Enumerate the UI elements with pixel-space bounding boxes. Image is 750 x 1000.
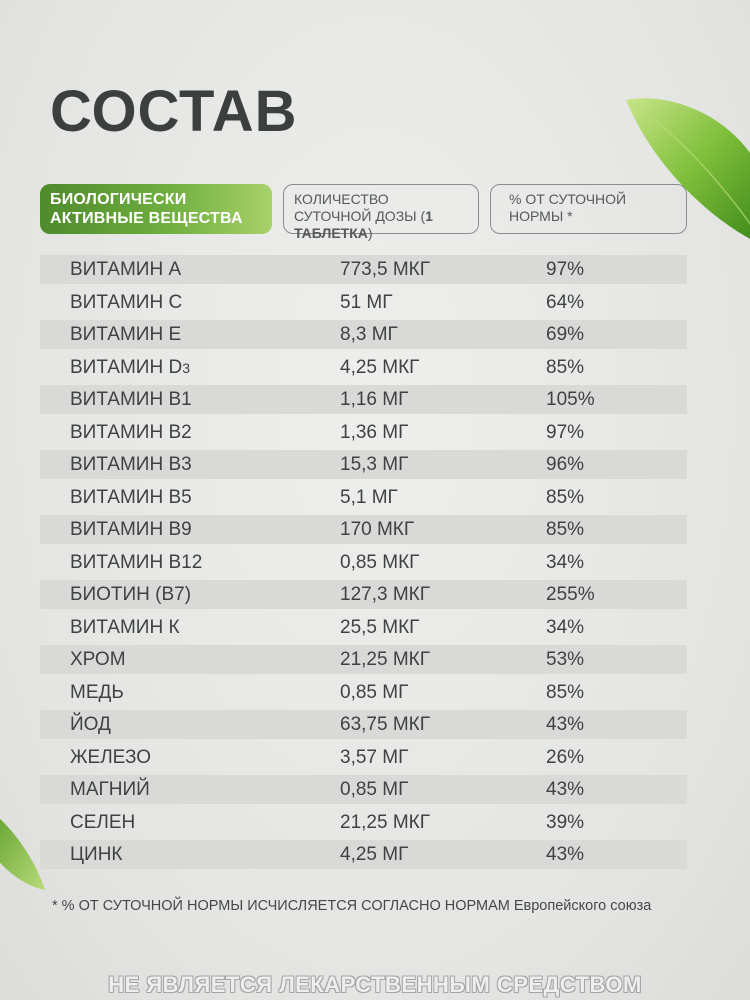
- table-row: ВИТАМИН В5 5,1 МГ 85%: [40, 482, 687, 515]
- substance-percent: 85%: [546, 356, 585, 378]
- substance-percent: 97%: [546, 421, 585, 443]
- substance-percent: 69%: [546, 324, 585, 345]
- substance-name: ЖЕЛЕЗО: [70, 746, 151, 768]
- table-row: СЕЛЕН 21,25 МКГ 39%: [40, 807, 687, 840]
- substance-percent: 96%: [546, 454, 585, 475]
- table-row: ВИТАМИН D3 4,25 МКГ 85%: [40, 352, 687, 385]
- substance-amount: 0,85 МКГ: [340, 551, 420, 573]
- footnote: * % ОТ СУТОЧНОЙ НОРМЫ ИСЧИСЛЯЕТСЯ СОГЛАС…: [52, 898, 652, 914]
- substance-name: ВИТАМИН В2: [70, 421, 192, 443]
- substance-percent: 43%: [546, 779, 585, 800]
- substance-amount: 4,25 МГ: [340, 844, 409, 865]
- substance-percent: 39%: [546, 811, 585, 833]
- composition-table: ВИТАМИН А 773,5 МКГ 97% ВИТАМИН С 51 МГ …: [40, 254, 687, 872]
- substance-name: ВИТАМИН В3: [70, 454, 192, 475]
- substance-percent: 34%: [546, 616, 585, 638]
- substance-amount: 15,3 МГ: [340, 454, 409, 475]
- substance-amount: 170 МКГ: [340, 519, 415, 540]
- substance-percent: 34%: [546, 551, 585, 573]
- substance-name: СЕЛЕН: [70, 811, 136, 833]
- table-row: ВИТАМИН В3 15,3 МГ 96%: [40, 449, 687, 482]
- substance-percent: 43%: [546, 714, 585, 735]
- substance-name-subscript: 3: [182, 359, 190, 376]
- substance-percent: 85%: [546, 486, 585, 508]
- substance-name: ЦИНК: [70, 844, 123, 865]
- table-row: ВИТАМИН В9 170 МКГ 85%: [40, 514, 687, 547]
- substance-amount: 1,16 МГ: [340, 389, 409, 410]
- substance-name: МЕДЬ: [70, 681, 124, 703]
- substance-name: ВИТАМИН В5: [70, 486, 192, 508]
- substance-percent: 105%: [546, 389, 595, 410]
- substance-name-main: ВИТАМИН D: [70, 356, 183, 378]
- header-percent: % ОТ СУТОЧНОЙ НОРМЫ *: [490, 184, 687, 234]
- substance-amount: 51 МГ: [340, 291, 393, 313]
- substance-amount: 0,85 МГ: [340, 779, 409, 800]
- substance-amount: 127,3 МКГ: [340, 584, 431, 605]
- substance-percent: 53%: [546, 649, 585, 670]
- page-title: СОСТАВ: [50, 79, 298, 144]
- table-row: ВИТАМИН Е 8,3 МГ 69%: [40, 319, 687, 352]
- substance-amount: 25,5 МКГ: [340, 616, 420, 638]
- substance-name: ХРОМ: [70, 649, 126, 670]
- substance-amount: 4,25 МКГ: [340, 356, 420, 378]
- header-substances: БИОЛОГИЧЕСКИ АКТИВНЫЕ ВЕЩЕСТВА: [40, 184, 272, 234]
- substance-amount: 63,75 МКГ: [340, 714, 431, 735]
- header-quantity: КОЛИЧЕСТВО СУТОЧНОЙ ДОЗЫ (1 ТАБЛЕТКА): [283, 184, 479, 241]
- substance-amount: 1,36 МГ: [340, 421, 409, 443]
- substance-name: ВИТАМИН С: [70, 291, 183, 313]
- table-row: БИОТИН (В7) 127,3 МКГ 255%: [40, 579, 687, 612]
- table-row: ВИТАМИН К 25,5 МКГ 34%: [40, 612, 687, 645]
- substance-percent: 255%: [546, 584, 595, 605]
- substance-amount: 0,85 МГ: [340, 681, 409, 703]
- table-row: ВИТАМИН В1 1,16 МГ 105%: [40, 384, 687, 417]
- substance-name: ВИТАМИН В9: [70, 519, 192, 540]
- substance-name: ВИТАМИН А: [70, 259, 182, 280]
- substance-percent: 26%: [546, 746, 585, 768]
- substance-amount: 21,25 МКГ: [340, 811, 431, 833]
- table-row: ЙОД 63,75 МКГ 43%: [40, 709, 687, 742]
- substance-name: ВИТАМИН В12: [70, 551, 203, 573]
- header-quantity-suffix: ): [367, 225, 373, 241]
- substance-amount: 3,57 МГ: [340, 746, 409, 768]
- substance-name: ВИТАМИН Е: [70, 324, 182, 345]
- substance-percent: 85%: [546, 681, 585, 703]
- table-row: ЖЕЛЕЗО 3,57 МГ 26%: [40, 742, 687, 775]
- table-row: ХРОМ 21,25 МКГ 53%: [40, 644, 687, 677]
- disclaimer: НЕ ЯВЛЯЕТСЯ ЛЕКАРСТВЕННЫМ СРЕДСТВОМ: [108, 972, 642, 997]
- substance-name: ВИТАМИН К: [70, 616, 180, 638]
- substance-amount: 773,5 МКГ: [340, 259, 431, 280]
- header-quantity-bold: 1 ТАБЛЕТКА: [294, 208, 433, 241]
- substance-percent: 43%: [546, 844, 585, 865]
- substance-amount: 21,25 МКГ: [340, 649, 431, 670]
- substance-percent: 97%: [546, 259, 585, 280]
- table-row: ЦИНК 4,25 МГ 43%: [40, 839, 687, 872]
- table-row: МЕДЬ 0,85 МГ 85%: [40, 677, 687, 710]
- substance-name: ВИТАМИН D3: [70, 352, 190, 385]
- substance-name: ВИТАМИН В1: [70, 389, 192, 410]
- table-row: ВИТАМИН А 773,5 МКГ 97%: [40, 254, 687, 287]
- table-row: МАГНИЙ 0,85 МГ 43%: [40, 774, 687, 807]
- substance-percent: 85%: [546, 519, 585, 540]
- table-row: ВИТАМИН В2 1,36 МГ 97%: [40, 417, 687, 450]
- header-quantity-prefix: КОЛИЧЕСТВО СУТОЧНОЙ ДОЗЫ (: [294, 191, 426, 224]
- table-row: ВИТАМИН С 51 МГ 64%: [40, 287, 687, 320]
- substance-name: БИОТИН (В7): [70, 584, 192, 605]
- leaf-icon: [0, 818, 45, 890]
- substance-name: ЙОД: [70, 714, 111, 735]
- leaf-icon: [626, 98, 750, 239]
- substance-percent: 64%: [546, 291, 585, 313]
- substance-amount: 8,3 МГ: [340, 324, 398, 345]
- table-row: ВИТАМИН В12 0,85 МКГ 34%: [40, 547, 687, 580]
- substance-amount: 5,1 МГ: [340, 486, 398, 508]
- substance-name: МАГНИЙ: [70, 779, 150, 800]
